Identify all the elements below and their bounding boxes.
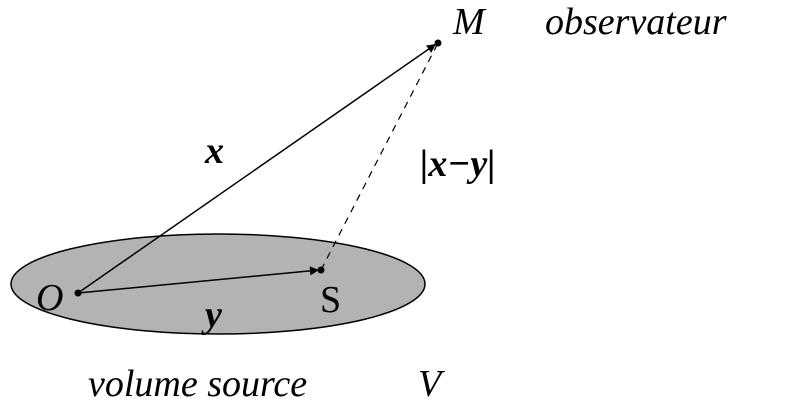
label-m: M xyxy=(452,1,487,43)
point-s xyxy=(317,266,325,274)
source-volume xyxy=(10,233,426,335)
label-volume: volume source xyxy=(88,363,307,405)
distance-line xyxy=(320,42,439,271)
label-observer: observateur xyxy=(545,1,727,43)
label-distance: |x−y| xyxy=(420,143,496,185)
label-x: x xyxy=(204,130,224,172)
vector-y xyxy=(77,266,320,294)
label-s: S xyxy=(320,279,341,321)
point-m xyxy=(434,39,442,47)
label-v: V xyxy=(418,363,445,405)
vector-x xyxy=(77,43,437,294)
point-o xyxy=(74,289,82,297)
label-o: O xyxy=(36,277,63,319)
label-y: y xyxy=(201,294,222,336)
